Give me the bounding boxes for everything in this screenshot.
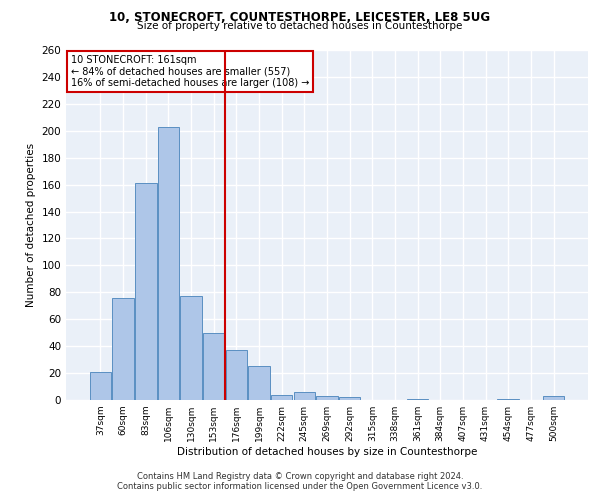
Bar	[497, 398, 519, 400]
Bar	[112, 298, 134, 400]
Text: 10 STONECROFT: 161sqm
← 84% of detached houses are smaller (557)
16% of semi-det: 10 STONECROFT: 161sqm ← 84% of detached …	[71, 56, 310, 88]
Bar	[407, 398, 428, 400]
Text: Contains HM Land Registry data © Crown copyright and database right 2024.
Contai: Contains HM Land Registry data © Crown c…	[118, 472, 482, 491]
Bar	[543, 396, 564, 400]
Text: 10, STONECROFT, COUNTESTHORPE, LEICESTER, LE8 5UG: 10, STONECROFT, COUNTESTHORPE, LEICESTER…	[109, 11, 491, 24]
Bar	[203, 332, 224, 400]
Bar	[226, 350, 247, 400]
Bar	[90, 372, 111, 400]
Bar	[158, 126, 179, 400]
Bar	[248, 366, 270, 400]
Bar	[316, 396, 338, 400]
Bar	[293, 392, 315, 400]
Bar	[271, 394, 292, 400]
Text: Size of property relative to detached houses in Countesthorpe: Size of property relative to detached ho…	[137, 21, 463, 31]
Y-axis label: Number of detached properties: Number of detached properties	[26, 143, 36, 307]
Bar	[339, 398, 361, 400]
Bar	[181, 296, 202, 400]
Bar	[135, 184, 157, 400]
X-axis label: Distribution of detached houses by size in Countesthorpe: Distribution of detached houses by size …	[177, 447, 477, 457]
